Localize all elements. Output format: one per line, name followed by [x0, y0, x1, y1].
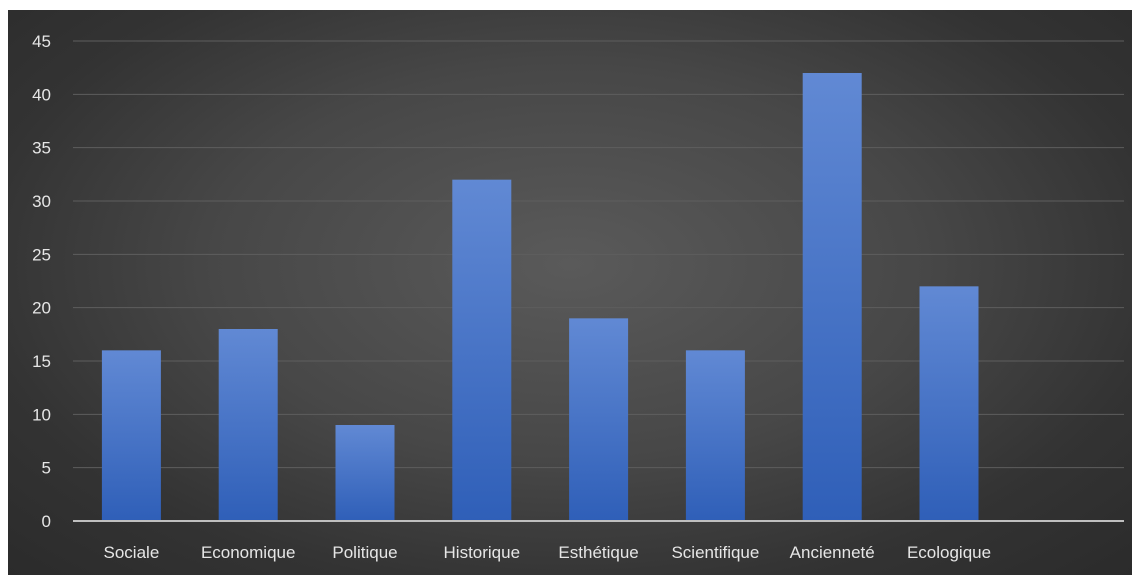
x-tick-labels: Sociale Economique Politique Historique Esth…: [104, 543, 992, 562]
bar-esthétique: [569, 318, 629, 521]
x-tick-label: Historique: [444, 543, 521, 562]
y-tick-label: 35: [32, 139, 51, 158]
chart-area: 0 5 10 15 20 25 30 35 40 45 Sociale Economique Poli…: [8, 10, 1132, 575]
x-tick-label: Ancienneté: [790, 543, 875, 562]
bars: [101, 73, 979, 521]
x-tick-label: Esthétique: [558, 543, 638, 562]
y-tick-label: 15: [32, 352, 51, 371]
bar-scientifique: [685, 350, 745, 521]
y-tick-label: 30: [32, 192, 51, 211]
y-tick-label: 10: [32, 405, 51, 424]
x-tick-label: Scientifique: [671, 543, 759, 562]
bar-economique: [218, 329, 278, 521]
y-tick-label: 25: [32, 245, 51, 264]
x-tick-label: Sociale: [104, 543, 160, 562]
bar-sociale: [101, 350, 161, 521]
y-tick-label: 5: [42, 459, 51, 478]
bar-ancienneté: [802, 73, 862, 521]
bar-politique: [335, 425, 395, 521]
x-tick-label: Ecologique: [907, 543, 991, 562]
bar-chart: 0 5 10 15 20 25 30 35 40 45 Sociale Economique Poli…: [32, 32, 1124, 562]
y-tick-label: 45: [32, 32, 51, 51]
x-tick-label: Economique: [201, 543, 296, 562]
y-tick-label: 0: [42, 512, 51, 531]
bar-ecologique: [919, 286, 979, 521]
y-tick-labels: 0 5 10 15 20 25 30 35 40 45: [32, 32, 51, 531]
y-tick-label: 40: [32, 85, 51, 104]
bar-historique: [452, 179, 512, 521]
x-tick-label: Politique: [332, 543, 397, 562]
y-tick-label: 20: [32, 299, 51, 318]
